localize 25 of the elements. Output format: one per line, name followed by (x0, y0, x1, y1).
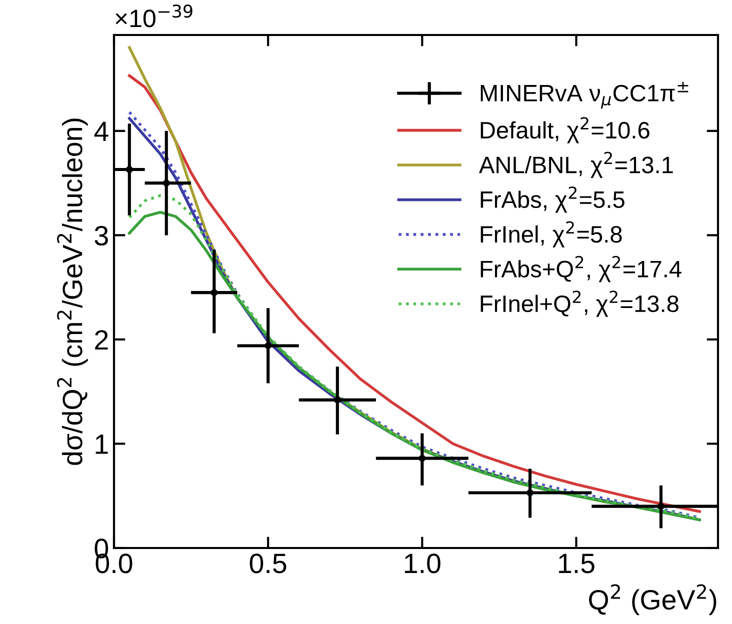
x-tick-label: 0.5 (250, 554, 286, 574)
legend-label: ANL/BNL, χ$^{2}$=13.1 (478, 152, 673, 178)
x-tick-label: 1.0 (404, 554, 440, 574)
point (210, 289, 218, 296)
legend-label: Default, χ$^{2}$=10.6 (480, 117, 650, 144)
legend-label: FrInel, χ$^{2}$=5.8 (480, 221, 622, 248)
legend-label: MINERvA ν$_{μ}$CC1π$^{±}$ (480, 82, 688, 109)
point (418, 454, 426, 462)
legend-label: FrAbs+Q$^{2}$, χ$^{2}$=17.4 (480, 256, 682, 282)
y-tick-label: 3 (94, 226, 108, 246)
x-axis-title: Q$^{2}$ (GeV$^{2}$) (589, 584, 716, 616)
legend-label: FrAbs, χ$^{2}$=5.5 (480, 186, 624, 213)
legend-label: FrInel+Q$^{2}$, χ$^{2}$=13.8 (480, 290, 678, 317)
y-tick-label: 4 (94, 122, 108, 141)
y-axis-title: dσ/dQ$^{2}$ (cm$^{2}$/GeV$^{2}$/nucleon) (57, 118, 88, 465)
point (126, 166, 133, 173)
point (658, 502, 664, 510)
point (526, 489, 534, 496)
x-tick-label: 1.5 (559, 554, 594, 574)
point (264, 342, 272, 350)
y-tick-label: 2 (95, 330, 108, 350)
point (162, 180, 170, 187)
text: ×10$^{−39}$ (116, 4, 192, 28)
y-tick-label: 1 (96, 434, 108, 454)
point (334, 396, 341, 404)
